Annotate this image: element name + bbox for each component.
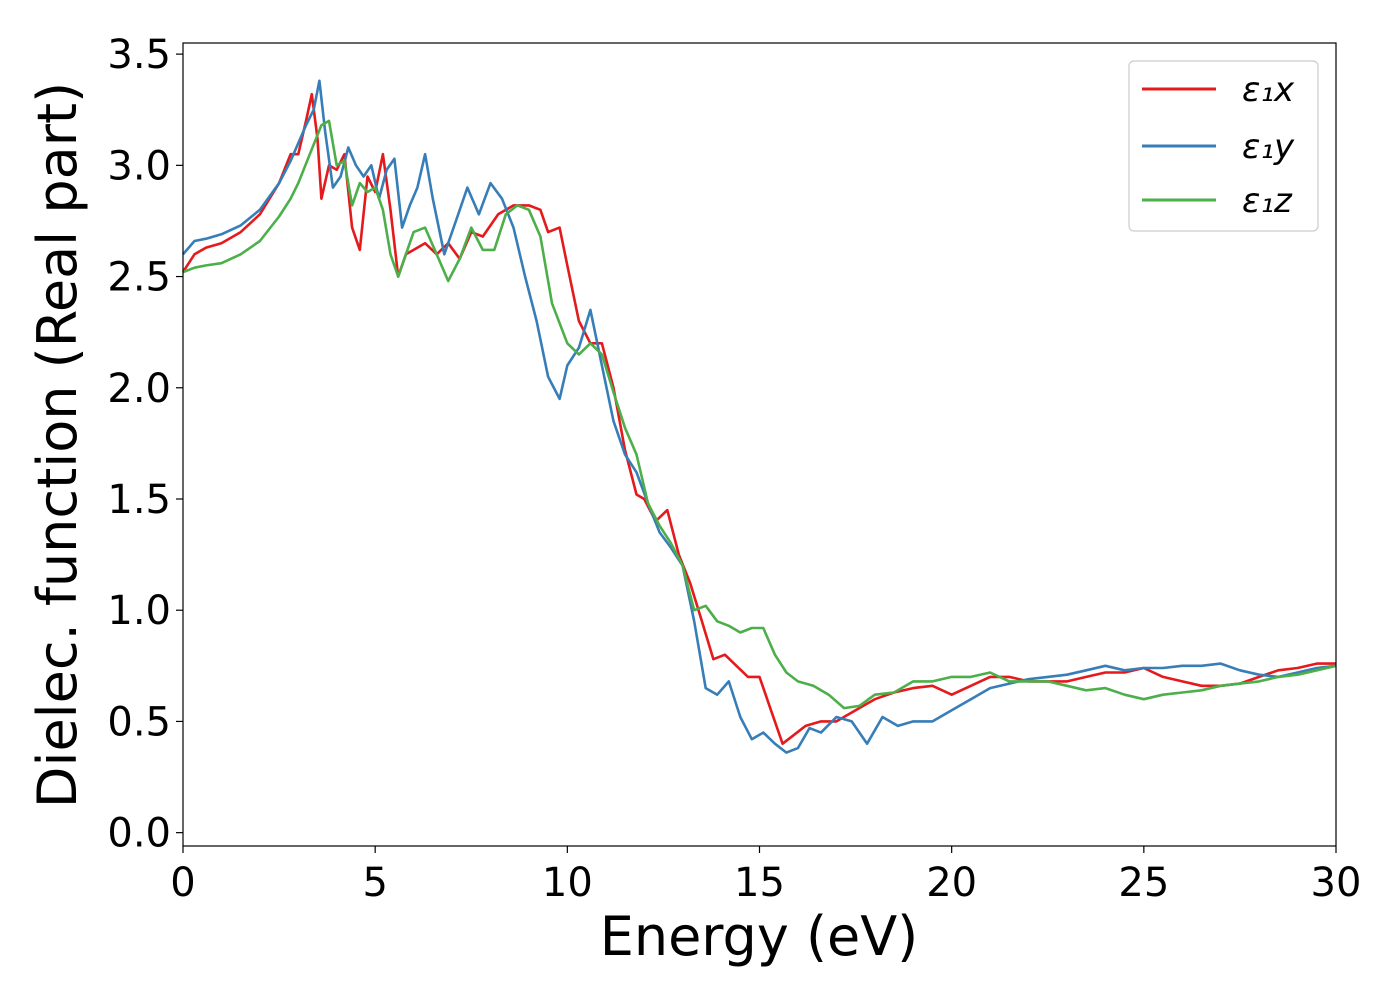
series-line-2 (182, 119, 1337, 710)
x-tick-label: 0 (170, 860, 195, 906)
y-tick-label: 3.5 (107, 32, 171, 78)
y-tick-label: 1.5 (107, 477, 171, 523)
y-tick-label: 1.0 (107, 588, 171, 634)
axis-ticks: 0 5 10 15 20 25 30 0.0 0.5 1.0 1.5 2.0 2.5 3.0 3.5 (107, 32, 1361, 906)
x-tick-label: 30 (1311, 860, 1362, 906)
x-tick-label: 5 (362, 860, 387, 906)
y-axis-label: Dielec. function (Real part) (26, 82, 89, 808)
legend-label-0: ε₁x (1242, 70, 1295, 110)
y-tick-label: 0.5 (107, 699, 171, 745)
x-tick-label: 25 (1118, 860, 1169, 906)
legend-box (1128, 60, 1319, 232)
y-tick-label: 3.0 (107, 143, 171, 189)
x-tick-label: 15 (734, 860, 785, 906)
legend-label-2: ε₁z (1242, 181, 1293, 221)
legend-label-1: ε₁y (1242, 127, 1295, 167)
y-tick-label: 2.0 (107, 366, 171, 412)
series-line-1 (182, 79, 1337, 754)
x-tick-label: 20 (926, 860, 977, 906)
legend: ε₁x ε₁y ε₁z (1128, 60, 1319, 232)
x-tick-label: 10 (542, 860, 593, 906)
series-lines (181, 79, 1337, 754)
y-tick-label: 0.0 (107, 811, 171, 857)
y-tick-label: 2.5 (107, 255, 171, 301)
x-axis-label: Energy (eV) (600, 905, 919, 968)
